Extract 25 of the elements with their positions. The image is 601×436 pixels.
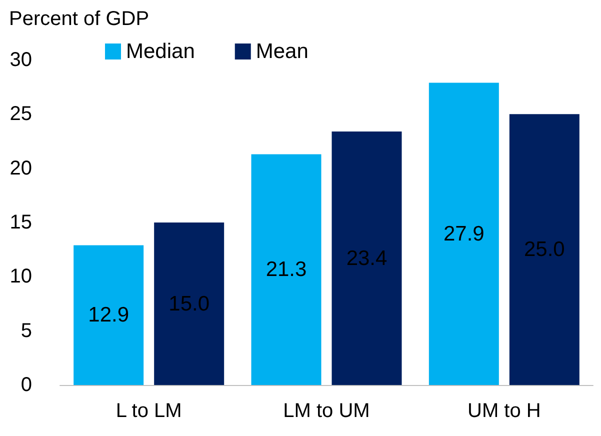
data-label: 23.4 bbox=[346, 246, 388, 270]
y-tick-label: 30 bbox=[10, 49, 32, 71]
bar bbox=[332, 132, 402, 385]
y-tick-label: 15 bbox=[10, 212, 32, 234]
bar bbox=[74, 245, 144, 385]
bar bbox=[251, 154, 322, 385]
legend-label: Median bbox=[126, 40, 195, 63]
x-tick-label: LM to UM bbox=[283, 400, 370, 422]
x-tick-label: L to LM bbox=[116, 400, 182, 422]
y-tick-label: 0 bbox=[20, 374, 32, 396]
bar bbox=[509, 114, 580, 385]
data-label: 12.9 bbox=[88, 304, 130, 327]
legend-label: Mean bbox=[256, 40, 308, 63]
y-axis-title: Percent of GDP bbox=[9, 8, 150, 30]
bar bbox=[154, 222, 224, 385]
data-label: 15.0 bbox=[168, 292, 210, 316]
x-tick-label: UM to H bbox=[467, 400, 541, 422]
y-tick-label: 25 bbox=[10, 103, 32, 126]
y-tick-label: 5 bbox=[20, 320, 32, 342]
y-tick-label: 10 bbox=[10, 266, 32, 288]
data-label: 27.9 bbox=[443, 222, 484, 246]
bar bbox=[428, 82, 499, 385]
data-label: 25.0 bbox=[524, 238, 565, 262]
y-tick-label: 20 bbox=[10, 157, 32, 180]
data-label: 21.3 bbox=[266, 258, 307, 282]
